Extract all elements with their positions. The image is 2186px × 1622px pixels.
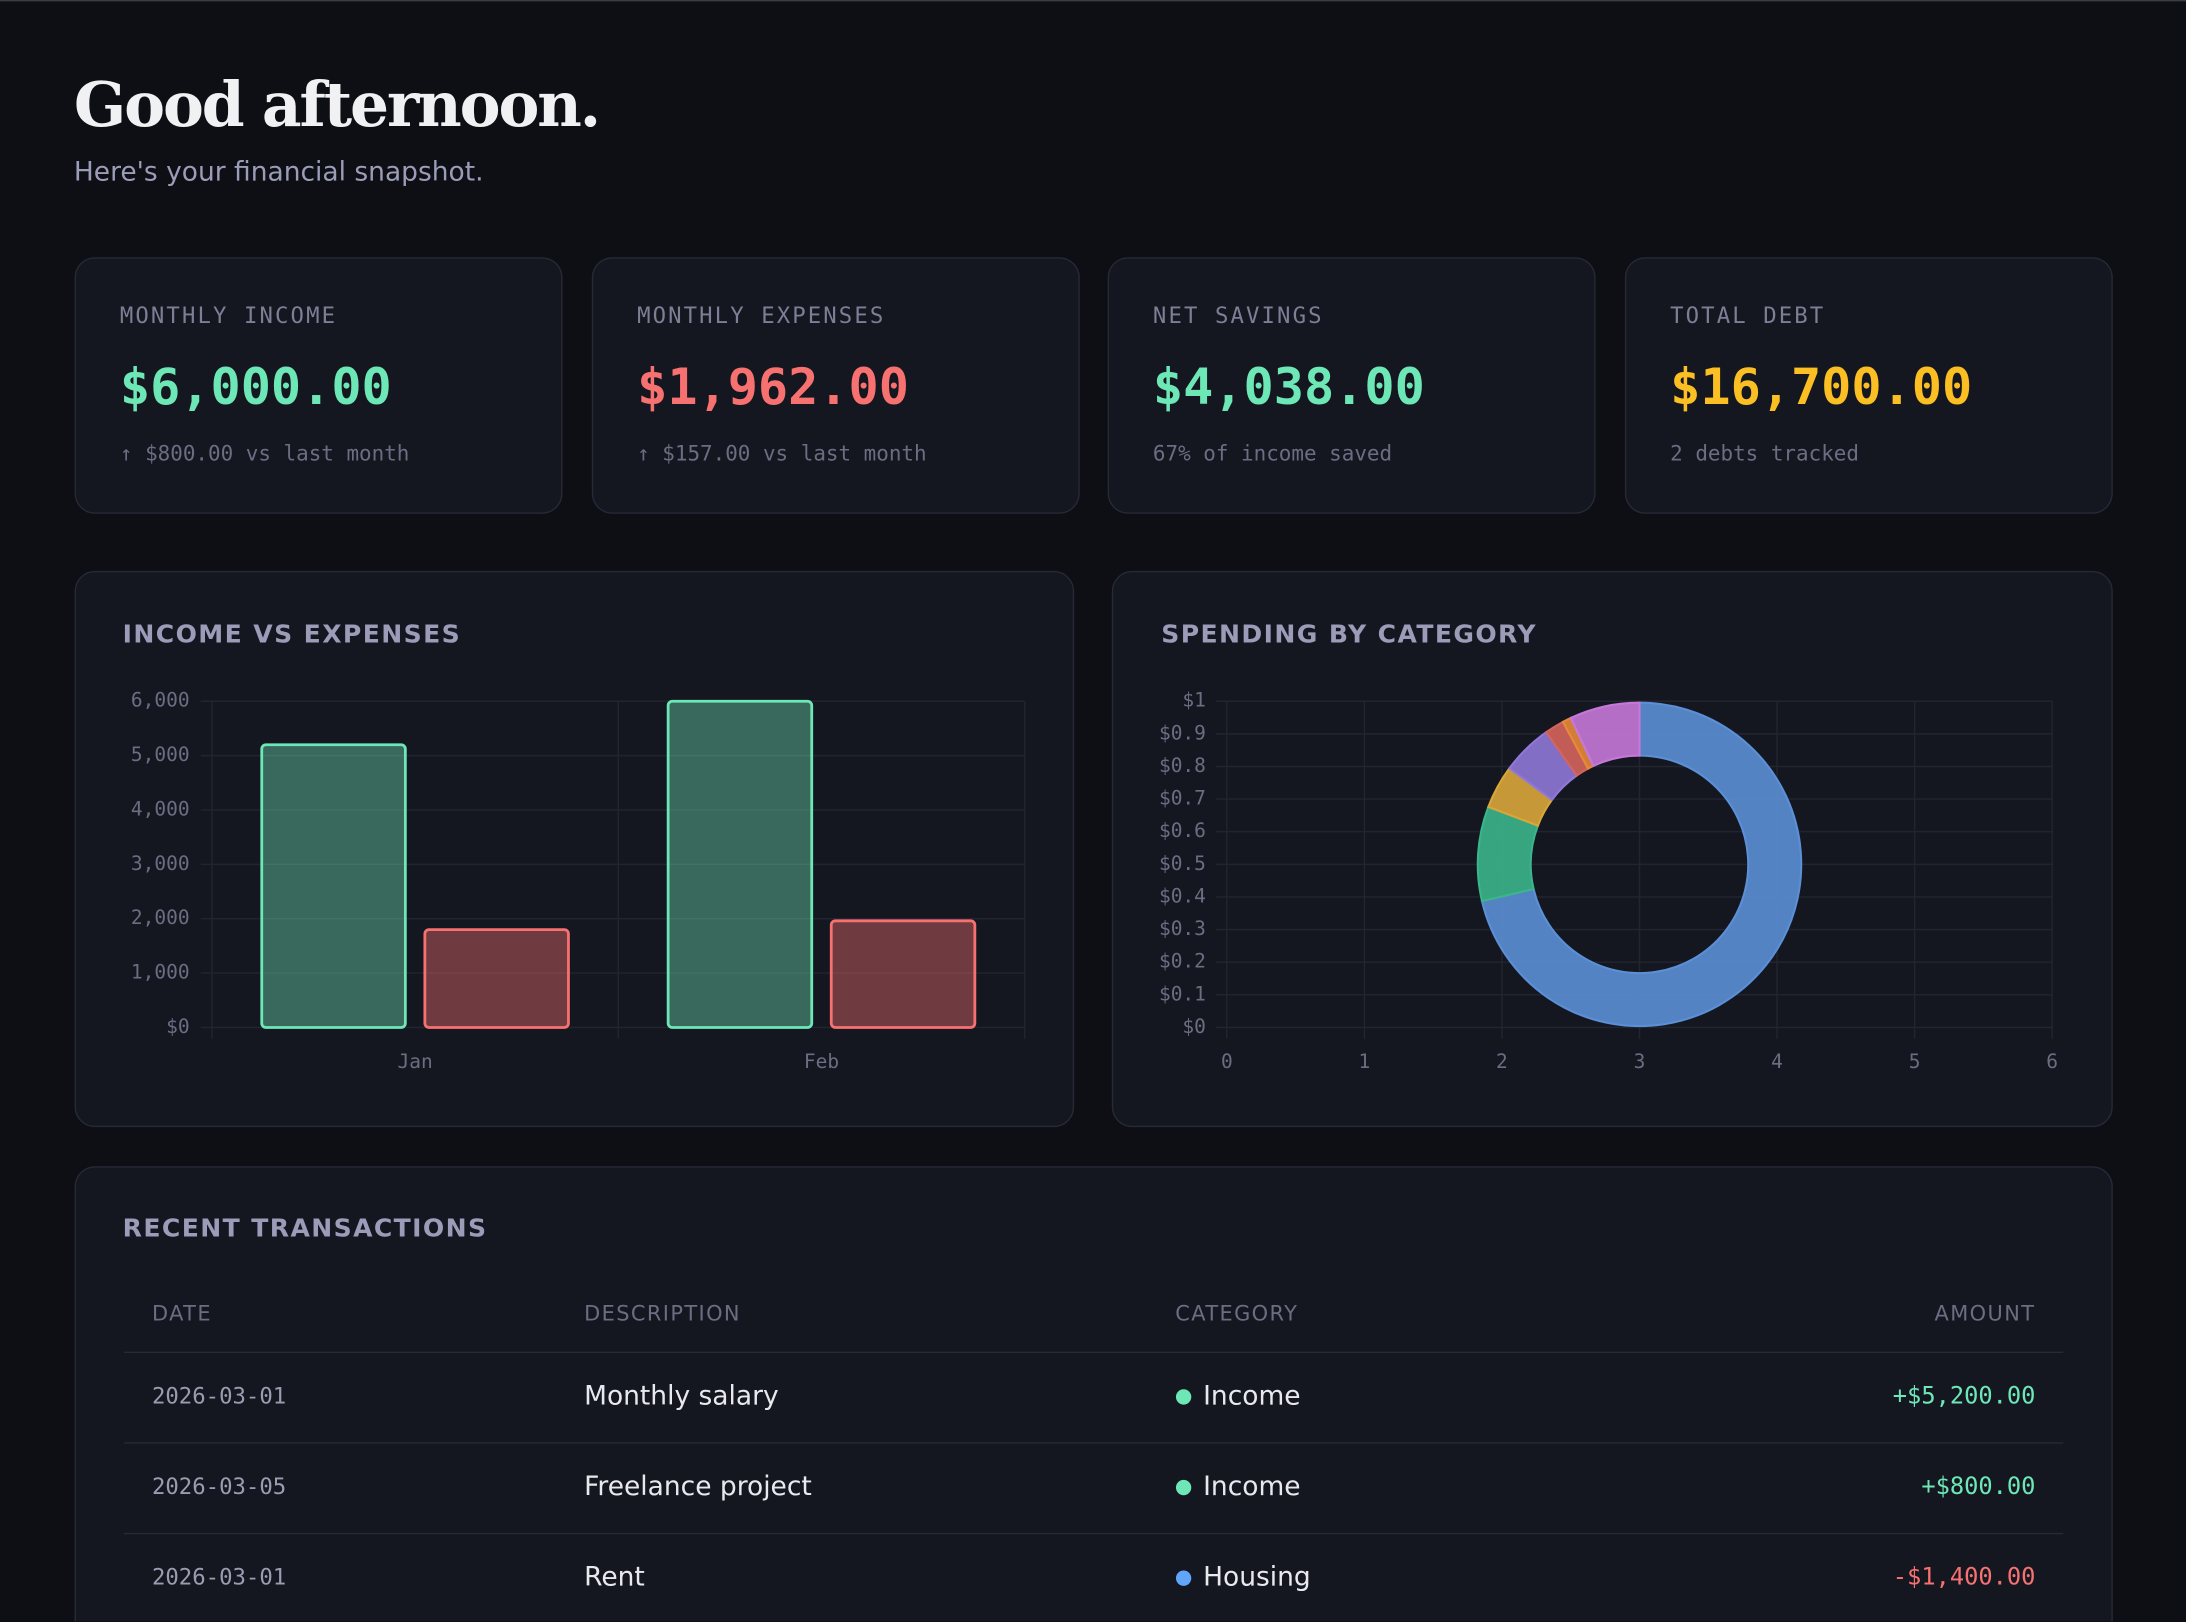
y-tick-label: $0.6 — [1159, 819, 1206, 842]
bar — [829, 919, 977, 1029]
y-tick-label: $0.9 — [1159, 721, 1206, 744]
card-label: MONTHLY INCOME — [120, 303, 337, 329]
y-tick-label: 2,000 — [131, 906, 190, 929]
chart-title: SPENDING BY CATEGORY — [1161, 620, 1537, 649]
amount-cell: +$5,200.00 — [1893, 1381, 2036, 1409]
x-tick-label: 0 — [1221, 1050, 1233, 1073]
greeting-title: Good afternoon. — [74, 69, 599, 141]
donut-segment — [1569, 701, 1641, 768]
chart-panel — [74, 570, 1075, 1128]
card-note: 67% of income saved — [1153, 441, 1392, 465]
card-value: $4,038.00 — [1153, 357, 1425, 416]
y-tick-label: $0.4 — [1159, 884, 1206, 907]
category-cell: Income — [1203, 1471, 1300, 1502]
column-header: AMOUNT — [1935, 1302, 2036, 1326]
card-value: $6,000.00 — [120, 357, 392, 416]
category-dot — [1175, 1479, 1192, 1496]
x-tick-label: 6 — [2046, 1050, 2058, 1073]
y-tick-label: 4,000 — [131, 797, 190, 820]
x-tick-label: 3 — [1634, 1050, 1646, 1073]
y-tick-label: $0 — [1182, 1015, 1205, 1038]
bar — [423, 928, 570, 1029]
section-title: RECENT TRANSACTIONS — [123, 1214, 488, 1243]
y-tick-label: $0.8 — [1159, 754, 1206, 777]
column-header: CATEGORY — [1175, 1302, 1298, 1326]
column-header: DESCRIPTION — [584, 1302, 741, 1326]
stat-card — [1107, 257, 1596, 514]
date-cell: 2026-03-05 — [152, 1474, 286, 1500]
y-tick-label: 6,000 — [131, 689, 190, 712]
category-cell: Housing — [1203, 1562, 1311, 1593]
amount-cell: +$800.00 — [1921, 1472, 2035, 1500]
description-cell: Freelance project — [584, 1471, 812, 1502]
chart-panel — [1111, 570, 2113, 1128]
y-tick-label: 3,000 — [131, 852, 190, 875]
amount-cell: -$1,400.00 — [1893, 1563, 2036, 1591]
x-tick-label: Feb — [804, 1050, 839, 1073]
card-note: ↑ $800.00 vs last month — [120, 441, 409, 465]
y-tick-label: 1,000 — [131, 961, 190, 984]
card-value: $1,962.00 — [637, 357, 909, 416]
y-tick-label: $0 — [166, 1015, 189, 1038]
category-cell: Income — [1203, 1380, 1300, 1411]
stat-card — [1624, 257, 2113, 514]
category-dot — [1175, 1570, 1192, 1586]
y-tick-label: $0.5 — [1159, 852, 1206, 875]
stat-card — [74, 257, 563, 514]
donut-segment — [1480, 701, 1803, 1028]
y-tick-label: $0.1 — [1159, 982, 1206, 1005]
card-label: NET SAVINGS — [1153, 303, 1324, 329]
x-tick-label: 4 — [1771, 1050, 1783, 1073]
bar — [260, 743, 407, 1029]
transactions-panel — [74, 1166, 2113, 1622]
y-tick-label: $0.3 — [1159, 917, 1206, 940]
card-note: ↑ $157.00 vs last month — [637, 441, 926, 465]
x-tick-label: 2 — [1496, 1050, 1508, 1073]
y-tick-label: $0.7 — [1159, 787, 1206, 810]
stat-card — [591, 257, 1080, 514]
y-tick-label: $0.2 — [1159, 950, 1206, 973]
y-tick-label: 5,000 — [131, 743, 190, 766]
card-label: MONTHLY EXPENSES — [637, 303, 885, 329]
date-cell: 2026-03-01 — [152, 1383, 286, 1409]
y-tick-label: $1 — [1182, 689, 1205, 712]
description-cell: Monthly salary — [584, 1380, 779, 1411]
category-dot — [1175, 1389, 1192, 1405]
greeting-subtitle: Here's your financial snapshot. — [74, 156, 484, 187]
x-tick-label: 5 — [1909, 1050, 1921, 1073]
bar — [666, 699, 814, 1029]
description-cell: Rent — [584, 1562, 645, 1593]
card-note: 2 debts tracked — [1670, 441, 1859, 465]
column-header: DATE — [152, 1302, 212, 1326]
x-tick-label: Jan — [397, 1050, 432, 1073]
card-label: TOTAL DEBT — [1670, 303, 1825, 329]
chart-title: INCOME VS EXPENSES — [123, 620, 461, 649]
x-tick-label: 1 — [1359, 1050, 1371, 1073]
date-cell: 2026-03-01 — [152, 1565, 286, 1591]
card-value: $16,700.00 — [1670, 357, 1972, 416]
